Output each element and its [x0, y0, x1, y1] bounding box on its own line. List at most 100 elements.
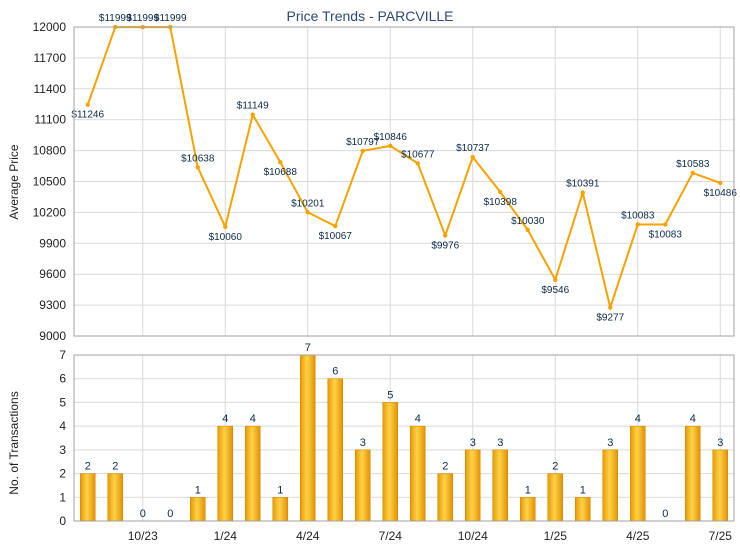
- price-point: [580, 190, 585, 195]
- price-y-tick-label: 10500: [33, 175, 67, 189]
- price-point: [663, 222, 668, 227]
- transaction-bar-label: 1: [580, 484, 586, 496]
- transaction-bar-label: 1: [195, 484, 201, 496]
- transaction-bar: [685, 425, 701, 522]
- price-data-label: $11149: [237, 101, 269, 112]
- transaction-bar-label: 1: [525, 484, 531, 496]
- transaction-bar: [327, 378, 343, 522]
- price-point: [415, 161, 420, 166]
- price-y-tick-label: 10200: [33, 205, 67, 219]
- price-point: [333, 223, 338, 229]
- transactions-y-tick-label: 5: [59, 395, 66, 409]
- transactions-chart-frame: [73, 354, 735, 522]
- transaction-bar-label: 4: [250, 413, 256, 425]
- transaction-bar-label: 3: [717, 437, 723, 449]
- price-data-label: $10846: [374, 132, 408, 143]
- price-point: [85, 102, 90, 107]
- transaction-bar-label: 5: [387, 389, 393, 401]
- transaction-bar-label: 2: [552, 461, 558, 473]
- price-data-label: $10688: [264, 167, 298, 178]
- transaction-bar: [300, 354, 316, 522]
- price-data-label: $10067: [319, 231, 353, 242]
- price-point: [635, 222, 640, 227]
- transaction-bar: [602, 449, 618, 522]
- transactions-y-tick-label: 3: [59, 443, 66, 457]
- transactions-y-tick-label: 2: [59, 467, 66, 481]
- price-point: [305, 210, 310, 215]
- price-point: [718, 180, 723, 186]
- transaction-bar-label: 7: [305, 342, 311, 354]
- price-point: [195, 165, 200, 170]
- price-data-label: $10391: [566, 179, 600, 190]
- transaction-bar: [437, 473, 453, 522]
- transaction-bar: [547, 473, 563, 522]
- price-y-tick-label: 10800: [33, 144, 67, 158]
- transaction-bar: [355, 449, 371, 522]
- transactions-y-tick-label: 4: [59, 419, 66, 433]
- transaction-bar-label: 0: [662, 508, 668, 520]
- price-data-label: $10677: [401, 149, 435, 160]
- transaction-bar-label: 4: [635, 413, 641, 425]
- price-data-label: $10060: [209, 232, 243, 243]
- price-point: [250, 112, 255, 117]
- price-data-label: $9277: [596, 312, 624, 323]
- price-line: [86, 26, 721, 312]
- x-tick-label: 7/25: [709, 529, 733, 543]
- price-data-label: $10737: [456, 143, 490, 154]
- price-data-label: $10486: [704, 188, 738, 199]
- transaction-bar: [217, 425, 233, 522]
- price-data-label: $10030: [511, 216, 545, 227]
- price-data-label: $9546: [541, 285, 569, 296]
- price-y-tick-label: 11400: [34, 82, 67, 96]
- transaction-bar-label: 6: [332, 366, 338, 378]
- price-y-tick-label: 11100: [34, 113, 66, 127]
- x-axis-ticks: 10/23 1/24 4/24 7/24 10/24 1/25 4/25 7/25: [128, 529, 733, 543]
- transaction-bar: [712, 449, 728, 522]
- price-chart-grid: [74, 26, 734, 337]
- price-point: [690, 170, 695, 176]
- transaction-bar-label: 2: [85, 461, 91, 473]
- price-point: [223, 224, 228, 230]
- transaction-bar-label: 2: [442, 461, 448, 473]
- transaction-bar: [245, 425, 261, 522]
- transaction-bar: [520, 497, 536, 522]
- transaction-bar: [492, 449, 508, 522]
- price-y-tick-label: 12000: [33, 20, 67, 34]
- price-y-tick-label: 9000: [39, 329, 66, 343]
- transaction-bar: [575, 497, 591, 522]
- price-y-axis-label: Average Price: [7, 144, 21, 219]
- transaction-bar: [272, 497, 288, 522]
- transactions-y-axis-ticks: 0 1 2 3 4 5 6 7: [59, 348, 66, 528]
- transaction-bar-label: 3: [497, 437, 503, 449]
- transaction-bar: [410, 425, 426, 522]
- price-point: [388, 143, 393, 149]
- transaction-bar: [190, 497, 206, 522]
- price-point: [608, 305, 613, 310]
- price-data-label: $10638: [181, 153, 215, 164]
- transaction-bar-label: 3: [470, 437, 476, 449]
- price-data-label: $11999: [126, 13, 159, 24]
- transaction-bar-label: 4: [222, 413, 228, 425]
- transaction-bar-label: 1: [277, 484, 283, 496]
- price-data-label: $10201: [291, 198, 325, 209]
- transaction-bar-label: 0: [140, 508, 146, 520]
- price-data-label: $11999: [99, 13, 132, 24]
- price-point: [278, 159, 283, 165]
- x-tick-label: 4/25: [626, 529, 650, 543]
- transaction-bar: [107, 473, 123, 522]
- price-data-label: $10398: [484, 197, 518, 208]
- price-point: [360, 148, 365, 154]
- price-point: [525, 227, 530, 233]
- price-point: [470, 154, 475, 160]
- transaction-bar-label: 4: [415, 413, 421, 425]
- transactions-y-tick-label: 1: [59, 490, 66, 504]
- x-tick-label: 7/24: [379, 529, 403, 543]
- x-tick-label: 10/23: [128, 529, 158, 543]
- price-data-label: $10083: [649, 229, 683, 240]
- price-series: [85, 24, 723, 312]
- price-y-axis-ticks: 9000 9300 9600 9900 10200 10500 10800 11100 1140…: [33, 20, 67, 343]
- transactions-series: 2 2 0 0 1 4 4 1 7 6 3 5 4 2 3 3 1 2 1 3 4 0 4 3: [80, 342, 728, 522]
- price-point: [443, 233, 448, 238]
- x-tick-label: 4/24: [296, 529, 320, 543]
